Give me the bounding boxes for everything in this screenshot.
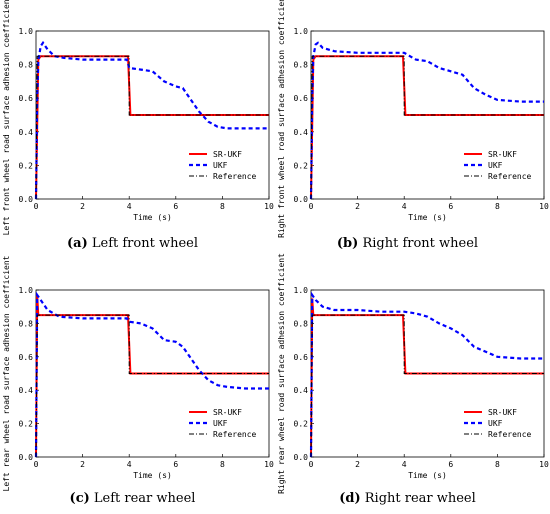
y-tick-label: 0.6 (294, 94, 309, 103)
x-tick-label: 6 (448, 202, 453, 211)
x-tick-label: 4 (127, 202, 132, 211)
y-tick-label: 0.8 (294, 61, 309, 70)
legend-label: UKF (488, 419, 503, 428)
x-axis-label: Time (s) (408, 213, 447, 222)
x-tick-label: 0 (34, 460, 39, 469)
y-tick-label: 0.4 (294, 386, 309, 395)
y-tick-label: 0.2 (19, 420, 34, 429)
caption-text: Left front wheel (88, 236, 198, 251)
x-tick-label: 6 (173, 460, 178, 469)
y-tick-label: 0.8 (19, 319, 34, 328)
series-line-ukf (309, 291, 544, 458)
x-tick-label: 4 (402, 460, 407, 469)
y-tick-label: 0.8 (294, 319, 309, 328)
x-tick-label: 8 (495, 202, 500, 211)
y-tick-label: 0.0 (19, 453, 34, 462)
x-tick-label: 2 (355, 460, 360, 469)
panel-caption: (a) Left front wheel (67, 236, 198, 251)
panel-caption: (b) Right front wheel (337, 236, 478, 251)
y-axis-label: Right rear wheel road surface adhesion c… (277, 253, 286, 494)
legend-label: Reference (213, 172, 257, 181)
legend-label: UKF (488, 161, 503, 170)
x-tick-label: 6 (173, 202, 178, 211)
y-tick-label: 0.8 (19, 61, 34, 70)
y-tick-label: 0.2 (294, 161, 309, 170)
x-axis-label: Time (s) (133, 213, 172, 222)
x-tick-label: 2 (355, 202, 360, 211)
legend-label: UKF (213, 419, 228, 428)
legend-label: SR-UKF (488, 408, 517, 417)
y-tick-label: 1.0 (294, 286, 309, 295)
x-tick-label: 8 (220, 460, 225, 469)
x-tick-label: 10 (264, 460, 274, 469)
x-tick-label: 0 (34, 202, 39, 211)
legend-label: SR-UKF (488, 150, 517, 159)
y-tick-label: 0.0 (294, 195, 309, 204)
y-axis-label: Left front wheel road surface adhesion c… (2, 0, 11, 235)
chart-panel-2: 0 2 4 6 8 10 0.0 0.2 0.4 0.6 0.8 1.0 Time (s) Left re… (2, 255, 274, 506)
x-tick-label: 8 (220, 202, 225, 211)
caption-text: Right rear wheel (361, 491, 476, 506)
legend-label: SR-UKF (213, 408, 242, 417)
y-tick-label: 0.2 (19, 161, 34, 170)
x-tick-label: 0 (309, 460, 314, 469)
legend-label: UKF (213, 161, 228, 170)
chart-panel-1: 0 2 4 6 8 10 0.0 0.2 0.4 0.6 0.8 1.0 Time (s) Right f… (277, 0, 549, 251)
legend-label: SR-UKF (213, 150, 242, 159)
caption-label: (b) (337, 236, 358, 251)
series-line-ukf (34, 291, 269, 458)
y-tick-label: 0.0 (294, 453, 309, 462)
y-axis-label: Right front wheel road surface adhesion … (277, 0, 286, 238)
x-axis-label: Time (s) (408, 471, 447, 480)
caption-text: Right front wheel (358, 236, 478, 251)
y-tick-label: 0.4 (294, 128, 309, 137)
y-tick-label: 1.0 (294, 27, 309, 36)
y-tick-label: 1.0 (19, 286, 34, 295)
x-tick-label: 4 (127, 460, 132, 469)
x-tick-label: 10 (264, 202, 274, 211)
y-tick-label: 0.4 (19, 386, 34, 395)
legend-label: Reference (213, 430, 257, 439)
legend-label: Reference (488, 430, 532, 439)
series-line-ukf (34, 40, 269, 200)
y-tick-label: 0.0 (19, 195, 34, 204)
panel-caption: (c) Left rear wheel (70, 491, 196, 506)
x-tick-label: 10 (539, 460, 549, 469)
x-tick-label: 6 (448, 460, 453, 469)
x-axis-label: Time (s) (133, 471, 172, 480)
x-tick-label: 0 (309, 202, 314, 211)
y-axis-label: Left rear wheel road surface adhesion co… (2, 255, 11, 491)
caption-label: (c) (70, 491, 90, 506)
chart-panel-3: 0 2 4 6 8 10 0.0 0.2 0.4 0.6 0.8 1.0 Time (s) Right r… (277, 253, 549, 506)
x-tick-label: 4 (402, 202, 407, 211)
y-tick-label: 1.0 (19, 27, 34, 36)
series-line-ukf (309, 41, 544, 200)
caption-label: (a) (67, 236, 88, 251)
y-tick-label: 0.6 (19, 353, 34, 362)
caption-text: Left rear wheel (90, 491, 196, 506)
chart-panel-0: 0 2 4 6 8 10 0.0 0.2 0.4 0.6 0.8 1.0 Time (s) Left fr… (2, 0, 274, 251)
panel-caption: (d) Right rear wheel (339, 491, 476, 506)
x-tick-label: 8 (495, 460, 500, 469)
y-tick-label: 0.4 (19, 128, 34, 137)
caption-label: (d) (339, 491, 360, 506)
x-tick-label: 2 (80, 202, 85, 211)
x-tick-label: 2 (80, 460, 85, 469)
x-tick-label: 10 (539, 202, 549, 211)
y-tick-label: 0.6 (19, 94, 34, 103)
y-tick-label: 0.6 (294, 353, 309, 362)
y-tick-label: 0.2 (294, 420, 309, 429)
legend-label: Reference (488, 172, 532, 181)
